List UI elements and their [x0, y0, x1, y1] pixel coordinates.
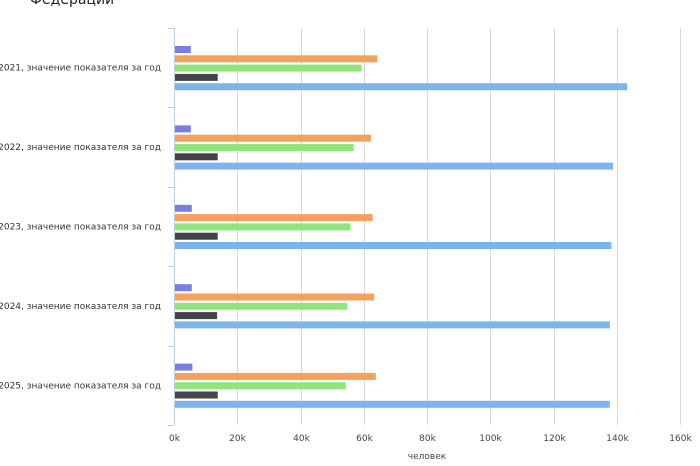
bar-4-series-3: [175, 302, 348, 310]
bar-3-series-4: [175, 232, 218, 240]
bar-3-series-2: [175, 214, 373, 222]
bar-2-series-1: [175, 125, 191, 133]
bar-4-series-1: [175, 284, 192, 292]
x-tick-label: 80k: [419, 434, 436, 444]
bars-layer: [175, 46, 628, 408]
bar-5-series-4: [175, 391, 218, 399]
x-tick-label: 0k: [169, 434, 181, 444]
x-tick-label: 60k: [356, 434, 373, 444]
x-tick-label: 40k: [293, 434, 310, 444]
bar-2-series-2: [175, 134, 372, 142]
category-label: 2022, значение показателя за год: [0, 143, 161, 153]
x-tick-label: 120k: [543, 434, 566, 444]
bar-5-series-5: [175, 400, 610, 408]
category-label: 2024, значение показателя за год: [0, 302, 161, 312]
chart-title: Федерации: [30, 0, 115, 8]
bar-4-series-5: [175, 321, 610, 329]
bar-5-series-1: [175, 363, 193, 371]
x-tick-label: 160k: [669, 434, 692, 444]
category-label: 2023, значение показателя за год: [0, 223, 161, 233]
bar-5-series-3: [175, 382, 346, 390]
bar-3-series-3: [175, 223, 351, 231]
labels-layer: 0k 20k 40k 60k 80k 100k 120k 140k 160k 2021, знач…: [0, 64, 692, 444]
bar-3-series-5: [175, 242, 612, 249]
bar-4-series-2: [175, 293, 375, 301]
bar-4-series-4: [175, 312, 218, 320]
bar-1-series-3: [175, 64, 362, 72]
bar-2-series-4: [175, 153, 218, 161]
bar-1-series-2: [175, 55, 378, 63]
bar-1-series-5: [175, 83, 628, 91]
bar-5-series-2: [175, 372, 376, 380]
x-axis-title: человек: [408, 452, 447, 462]
bar-1-series-1: [175, 46, 191, 53]
x-tick-label: 100k: [479, 434, 502, 444]
bar-2-series-5: [175, 162, 614, 170]
x-tick-label: 20k: [229, 434, 246, 444]
grid-layer: [168, 28, 681, 426]
bar-3-series-1: [175, 204, 192, 212]
category-label: 2021, значение показателя за год: [0, 64, 161, 74]
bar-1-series-4: [175, 73, 218, 81]
bar-2-series-3: [175, 144, 354, 151]
x-tick-label: 140k: [606, 434, 629, 444]
category-label: 2025, значение показателя за год: [0, 381, 161, 391]
